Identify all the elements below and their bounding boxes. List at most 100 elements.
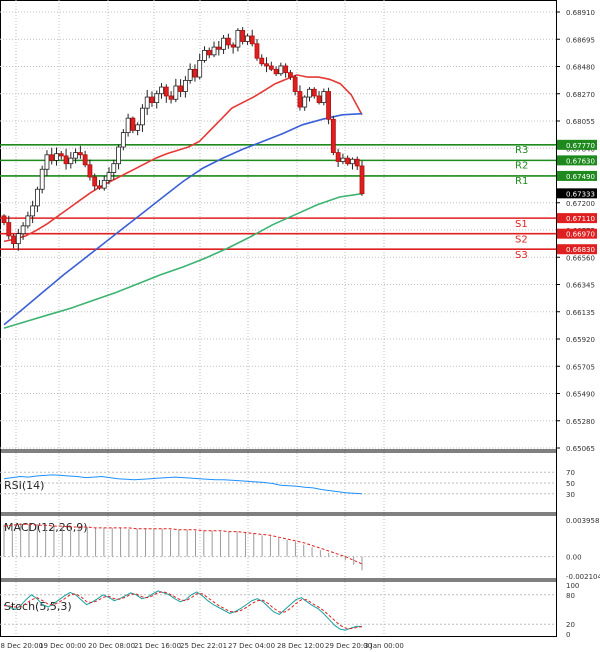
candle-bear <box>311 88 317 97</box>
candle-bear <box>216 46 222 50</box>
ma-line <box>3 192 363 329</box>
time-tick-label: 28 Dec 12:00 <box>277 642 324 650</box>
price-axis: 0.689100.686950.684800.682700.680550.678… <box>556 9 597 453</box>
price-tick-label: 0.65920 <box>566 336 595 344</box>
candle-bear <box>249 35 255 45</box>
level-name-r3: R3 <box>515 145 528 156</box>
candle-bull <box>20 225 26 235</box>
candle-bull <box>221 37 226 50</box>
stoch-level-label: 0 <box>566 631 570 639</box>
candle-bear <box>335 152 341 162</box>
level-price-label: 0.67110 <box>566 215 595 223</box>
chart-frame <box>0 0 557 637</box>
price-tick-label: 0.65065 <box>566 445 595 453</box>
candle-bear <box>268 65 274 70</box>
candle-bear <box>359 165 365 195</box>
candle-bear <box>149 96 155 104</box>
price-tick-label: 0.65705 <box>566 363 595 371</box>
candle-bull <box>120 132 126 148</box>
candle-bear <box>163 86 169 97</box>
candle-bull <box>278 65 284 75</box>
rsi-line <box>3 474 363 495</box>
candle-bear <box>6 222 12 237</box>
candle-bear <box>297 91 303 108</box>
candle-bear <box>259 57 265 65</box>
candle-bull <box>187 68 193 81</box>
candle-bull <box>25 215 31 227</box>
time-tick-label: 18 Dec 20:00 <box>0 642 43 650</box>
candle-bear <box>230 44 236 48</box>
level-price-tag <box>557 244 597 255</box>
candle-bull <box>140 107 145 126</box>
candle-bull <box>73 152 78 159</box>
candle-bull <box>101 179 107 189</box>
ma-line <box>3 74 363 243</box>
candle-bull <box>125 117 131 134</box>
stoch-level-label: 80 <box>566 592 575 600</box>
candle-bear <box>316 95 322 104</box>
current-price-label: 0.67333 <box>566 190 595 198</box>
candle-bull <box>197 60 203 78</box>
level-price-label: 0.66830 <box>566 246 595 254</box>
candle-bull <box>159 86 164 95</box>
time-tick-label: 3 Jan 00:00 <box>364 642 404 650</box>
support-resistance-levels: R3 R2 R1 S1 S2 S3 <box>0 144 556 261</box>
candle-bear <box>11 235 16 245</box>
candle-bull <box>30 205 36 217</box>
price-tick-label: 0.68695 <box>566 36 595 44</box>
candle-bear <box>273 68 279 75</box>
time-tick-label: 25 Dec 22:01 <box>180 642 227 650</box>
candle-bull <box>68 157 74 165</box>
price-tick-label: 0.68910 <box>566 9 595 17</box>
candle-bull <box>302 96 308 108</box>
candle-bear <box>130 117 136 131</box>
candle-bull <box>135 124 141 131</box>
candle-bull <box>35 188 40 207</box>
candlesticks <box>1 27 365 251</box>
price-tick-label: 0.68480 <box>566 64 595 72</box>
ma-line <box>3 112 363 326</box>
candle-bull <box>245 35 250 42</box>
macd-level-label: 0.003958 <box>566 517 599 525</box>
candle-bear <box>77 152 83 156</box>
moving-averages <box>3 74 363 329</box>
price-tick-label: 0.65490 <box>566 391 595 399</box>
candle-bear <box>58 153 64 157</box>
time-tick-label: 27 Dec 04:00 <box>228 642 275 650</box>
candle-bear <box>63 155 69 165</box>
candle-bear <box>330 118 336 153</box>
candle-bull <box>235 30 241 48</box>
candle-bear <box>1 215 7 223</box>
candle-bull <box>116 146 121 165</box>
level-name-s1: S1 <box>515 219 528 230</box>
candle-bull <box>182 80 188 92</box>
candle-bull <box>350 158 355 165</box>
level-price-tag <box>557 213 597 224</box>
candle-bull <box>173 85 179 100</box>
candle-bear <box>292 76 298 92</box>
candle-bear <box>168 95 174 100</box>
candle-bull <box>154 93 160 104</box>
candle-bear <box>345 157 351 165</box>
candle-bear <box>206 50 212 56</box>
level-price-label: 0.67490 <box>566 173 595 181</box>
rsi-level-label: 30 <box>566 491 575 499</box>
level-price-label: 0.67770 <box>566 142 595 150</box>
macd-level-label: 0.00 <box>566 554 582 562</box>
candle-bull <box>340 157 346 162</box>
price-tick-label: 0.66135 <box>566 309 595 317</box>
candle-bear <box>287 72 293 78</box>
candle-bull <box>202 50 207 61</box>
rsi-level-label: 70 <box>566 469 575 477</box>
level-price-tag <box>557 228 597 239</box>
level-name-s2: S2 <box>515 235 528 246</box>
candle-bull <box>111 163 117 173</box>
level-price-tag <box>557 170 597 181</box>
price-tick-label: 0.67200 <box>566 200 595 208</box>
candle-bear <box>49 154 55 161</box>
candle-bear <box>225 37 231 46</box>
